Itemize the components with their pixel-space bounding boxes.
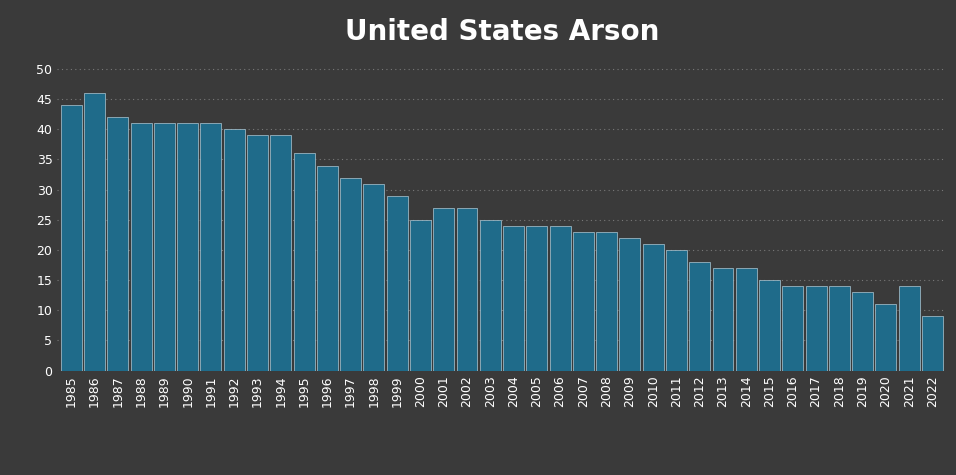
Bar bbox=[597, 232, 618, 370]
Bar bbox=[876, 304, 897, 370]
Bar bbox=[829, 286, 850, 370]
Bar bbox=[480, 220, 501, 370]
Bar bbox=[316, 165, 337, 370]
Bar bbox=[527, 226, 547, 370]
Bar bbox=[84, 93, 105, 371]
Bar bbox=[899, 286, 920, 370]
Bar bbox=[457, 208, 477, 370]
Bar bbox=[61, 105, 82, 370]
Bar bbox=[689, 262, 710, 371]
Bar bbox=[177, 124, 198, 370]
Bar bbox=[806, 286, 827, 370]
Bar bbox=[386, 196, 407, 370]
Bar bbox=[503, 226, 524, 370]
Bar bbox=[131, 124, 152, 370]
Bar bbox=[201, 124, 222, 370]
Bar bbox=[573, 232, 594, 370]
Bar bbox=[433, 208, 454, 370]
Bar bbox=[666, 250, 687, 370]
Bar bbox=[224, 129, 245, 370]
Bar bbox=[154, 124, 175, 370]
Title: United States Arson: United States Arson bbox=[345, 19, 659, 47]
Bar bbox=[712, 268, 733, 370]
Bar bbox=[293, 153, 315, 370]
Bar bbox=[759, 280, 780, 370]
Bar bbox=[852, 292, 873, 370]
Bar bbox=[363, 184, 384, 370]
Bar bbox=[271, 135, 292, 370]
Bar bbox=[247, 135, 268, 370]
Bar bbox=[107, 117, 128, 370]
Bar bbox=[410, 220, 431, 370]
Bar bbox=[736, 268, 757, 370]
Bar bbox=[550, 226, 571, 370]
Bar bbox=[619, 238, 641, 370]
Bar bbox=[340, 178, 361, 370]
Bar bbox=[642, 244, 663, 370]
Bar bbox=[922, 316, 943, 370]
Bar bbox=[782, 286, 803, 370]
